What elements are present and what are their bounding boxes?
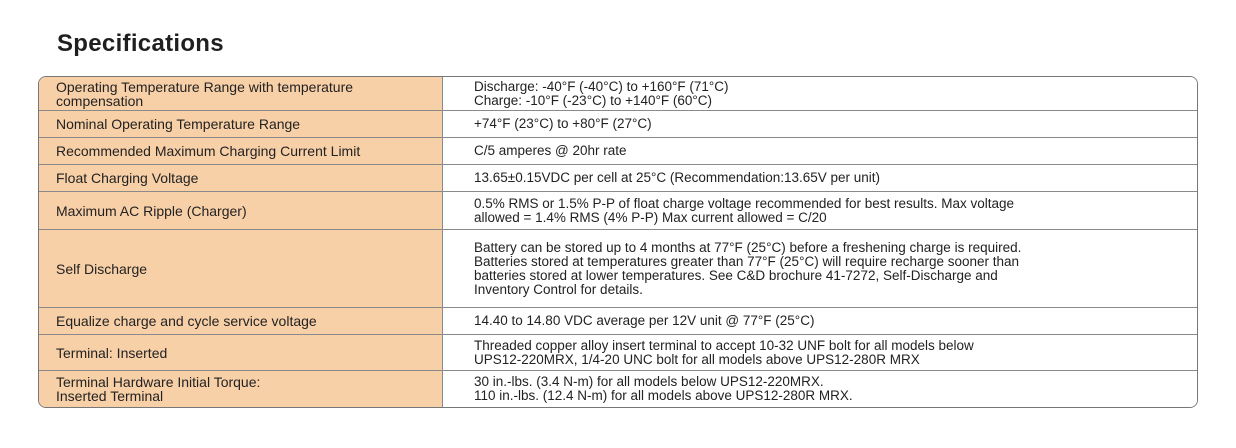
row-value-text: Battery can be stored up to 4 months at …: [474, 239, 1022, 297]
row-value: Battery can be stored up to 4 months at …: [443, 230, 1197, 307]
row-value: 0.5% RMS or 1.5% P-P of float charge vol…: [443, 192, 1197, 229]
row-label: Nominal Operating Temperature Range: [39, 111, 443, 137]
row-label-text: Float Charging Voltage: [56, 170, 199, 186]
table-row: Float Charging Voltage 13.65±0.15VDC per…: [39, 165, 1197, 192]
table-row: Operating Temperature Range with tempera…: [39, 77, 1197, 111]
row-label: Operating Temperature Range with tempera…: [39, 77, 443, 110]
table-row: Self Discharge Battery can be stored up …: [39, 230, 1197, 308]
row-value-text: 30 in.-lbs. (3.4 N-m) for all models bel…: [474, 374, 853, 403]
row-value: 13.65±0.15VDC per cell at 25°C (Recommen…: [443, 165, 1197, 191]
row-label-text: Self Discharge: [56, 260, 148, 277]
row-value: C/5 amperes @ 20hr rate: [443, 138, 1197, 164]
row-value-text: Discharge: -40°F (-40°C) to +160°F (71°C…: [474, 78, 729, 108]
row-label: Maximum AC Ripple (Charger): [39, 192, 443, 229]
row-value-text: C/5 amperes @ 20hr rate: [474, 143, 627, 158]
row-label: Float Charging Voltage: [39, 165, 443, 191]
row-value: Discharge: -40°F (-40°C) to +160°F (71°C…: [443, 77, 1197, 110]
row-label: Self Discharge: [39, 230, 443, 307]
row-value: 30 in.-lbs. (3.4 N-m) for all models bel…: [443, 371, 1197, 407]
row-label: Terminal: Inserted: [39, 335, 443, 370]
row-label-text: Terminal Hardware Initial Torque: Insert…: [56, 374, 261, 404]
row-value-text: 14.40 to 14.80 VDC average per 12V unit …: [474, 313, 815, 328]
row-label-text: Terminal: Inserted: [56, 344, 168, 361]
row-label-text: Maximum AC Ripple (Charger): [56, 202, 247, 219]
row-label-text: Equalize charge and cycle service voltag…: [56, 313, 317, 329]
specifications-table: Operating Temperature Range with tempera…: [38, 76, 1198, 408]
row-value: Threaded copper alloy insert terminal to…: [443, 335, 1197, 370]
table-row: Maximum AC Ripple (Charger) 0.5% RMS or …: [39, 192, 1197, 230]
row-label: Equalize charge and cycle service voltag…: [39, 308, 443, 334]
row-value-text: 13.65±0.15VDC per cell at 25°C (Recommen…: [474, 170, 881, 185]
row-value-text: +74°F (23°C) to +80°F (27°C): [474, 116, 652, 131]
row-value: 14.40 to 14.80 VDC average per 12V unit …: [443, 308, 1197, 334]
row-label-text: Operating Temperature Range with tempera…: [56, 78, 354, 109]
row-label: Recommended Maximum Charging Current Lim…: [39, 138, 443, 164]
table-row: Terminal Hardware Initial Torque: Insert…: [39, 371, 1197, 407]
row-label-text: Recommended Maximum Charging Current Lim…: [56, 143, 361, 159]
page-title: Specifications: [57, 30, 224, 57]
row-label-text: Nominal Operating Temperature Range: [56, 116, 301, 132]
row-value-text: 0.5% RMS or 1.5% P-P of float charge vol…: [474, 195, 1015, 225]
table-row: Terminal: Inserted Threaded copper alloy…: [39, 335, 1197, 371]
table-row: Recommended Maximum Charging Current Lim…: [39, 138, 1197, 165]
table-row: Nominal Operating Temperature Range +74°…: [39, 111, 1197, 138]
row-label: Terminal Hardware Initial Torque: Insert…: [39, 371, 443, 407]
table-row: Equalize charge and cycle service voltag…: [39, 308, 1197, 335]
row-value-text: Threaded copper alloy insert terminal to…: [474, 337, 974, 367]
row-value: +74°F (23°C) to +80°F (27°C): [443, 111, 1197, 137]
